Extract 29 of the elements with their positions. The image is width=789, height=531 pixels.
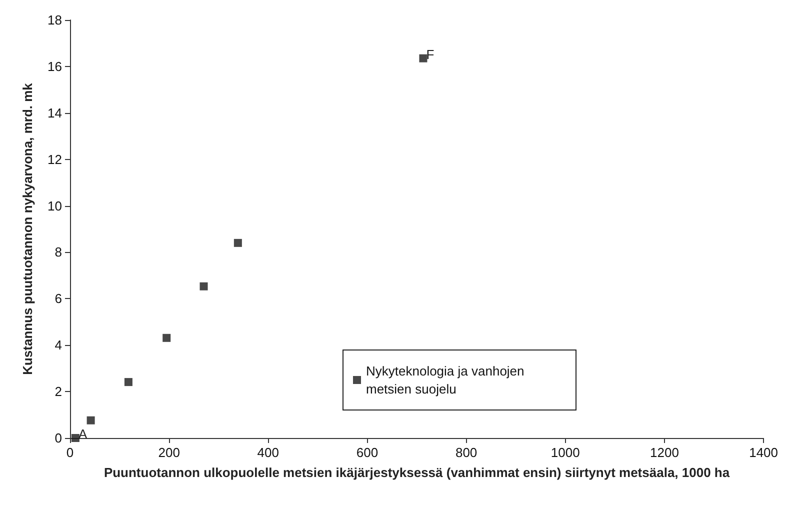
point (162, 334, 171, 342)
y-tick-label: 12 (48, 152, 62, 167)
y-tick-label: 10 (48, 198, 62, 214)
y-tick-label: 2 (54, 384, 62, 400)
annotation: F (426, 46, 434, 62)
x-tick-label: 0 (66, 445, 74, 460)
point (86, 416, 95, 424)
y-tick-label: 18 (48, 12, 62, 28)
point (234, 238, 242, 247)
y-tick-label: 8 (54, 244, 62, 260)
y-tick-label: 4 (54, 338, 62, 353)
y-axis-title: Kustannus puutuotannon nykyarvona, mrd. mk (20, 82, 35, 375)
point (200, 282, 208, 290)
x-axis-title: Puuntuotannon ulkopuolelle metsien ikäjärjestyksessä (vanhimmat ensin) siirtynyt metsäala, 1000 ha (104, 464, 730, 480)
y-tick-label: 16 (48, 58, 62, 74)
annotation: A (78, 426, 88, 442)
x-tick-label: 1400 (749, 445, 778, 460)
x-tick-label: 400 (257, 445, 280, 460)
legend-label: Nykyteknologia ja vanhojen metsien suojelu (366, 364, 528, 396)
point (124, 378, 132, 386)
x-tick-label: 200 (158, 445, 180, 460)
point (419, 54, 428, 62)
x-tick-label: 600 (356, 445, 378, 460)
x-tick-label: 800 (455, 445, 478, 460)
y-tick-label: 0 (54, 430, 62, 446)
y-tick-label: 6 (54, 291, 62, 306)
y-tick-label: 14 (48, 105, 62, 120)
x-tick-label: 1000 (550, 445, 580, 460)
x-tick-label: 1200 (650, 445, 679, 460)
